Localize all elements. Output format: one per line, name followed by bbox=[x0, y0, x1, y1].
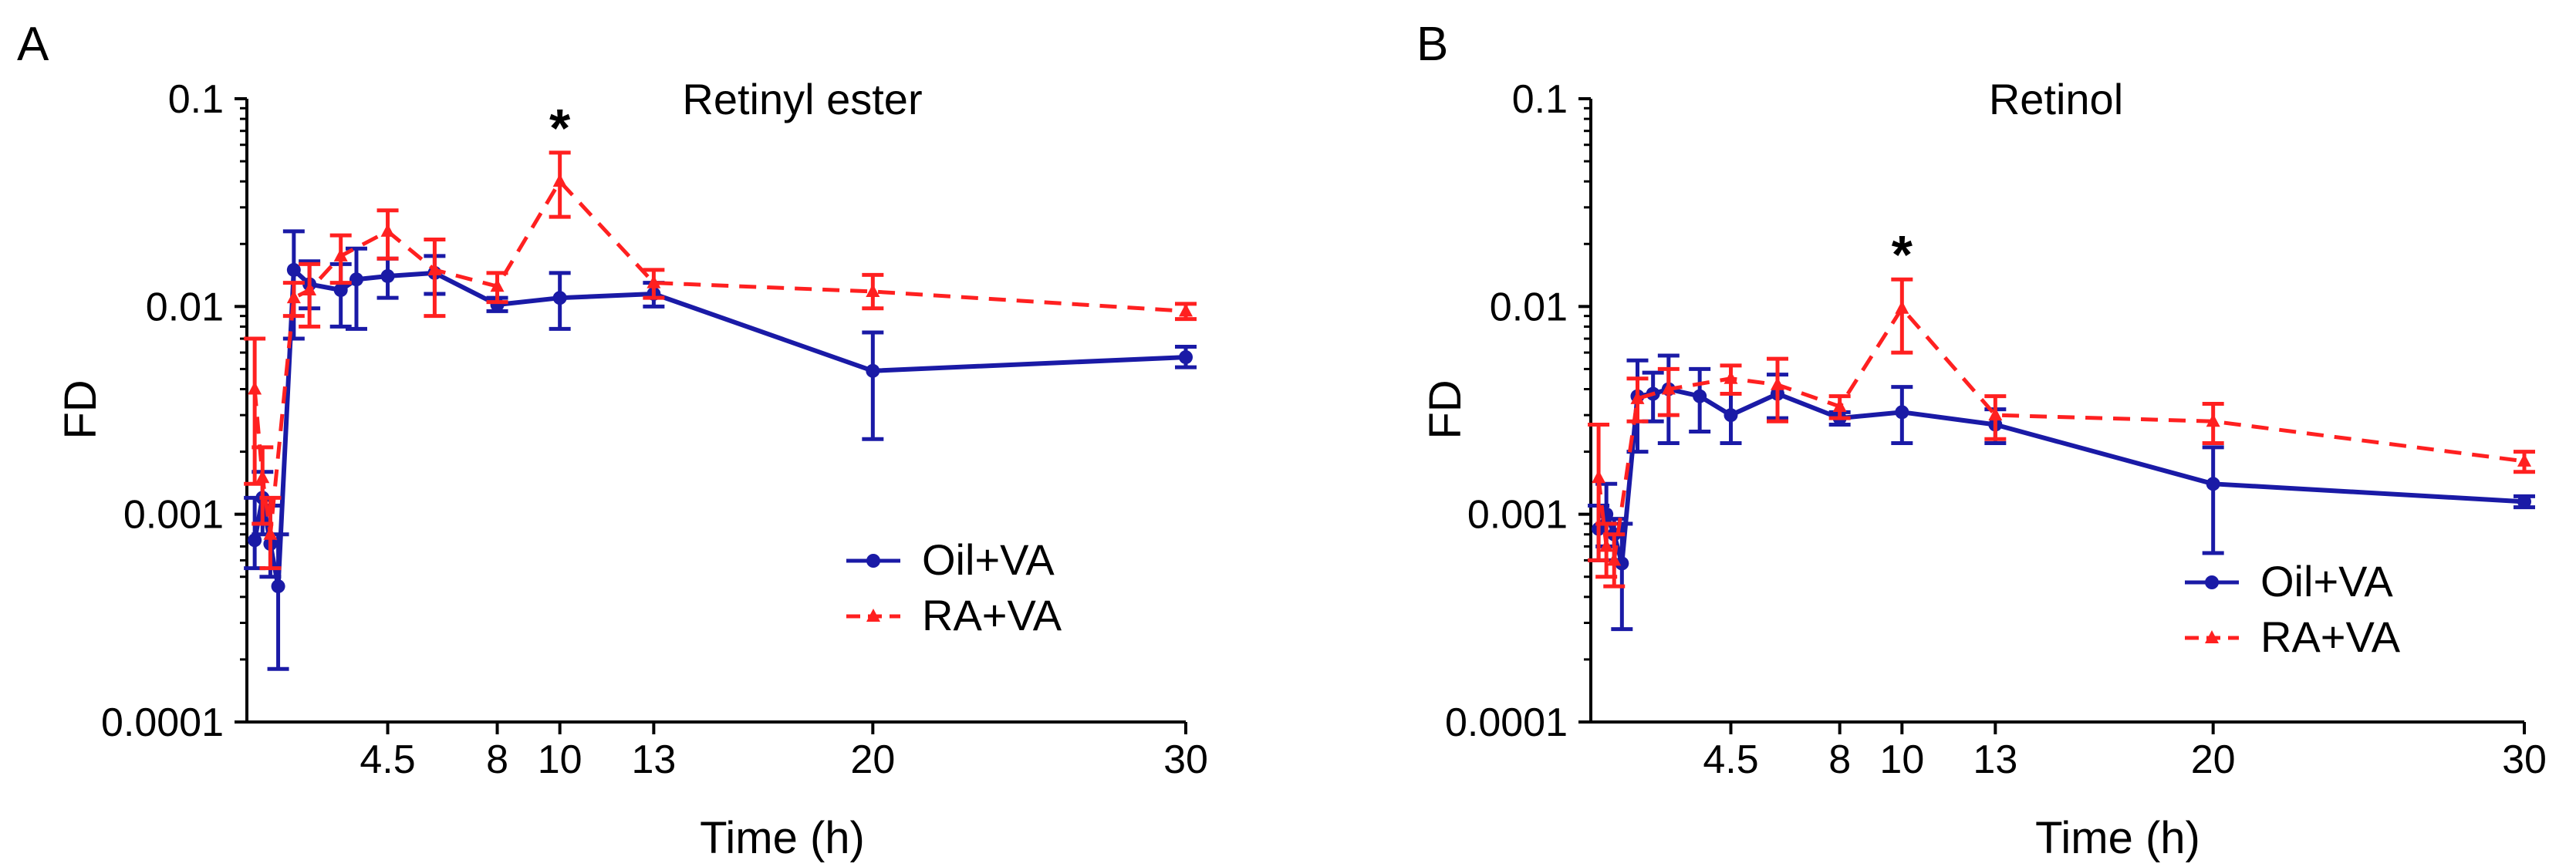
data-point-ra-va bbox=[647, 275, 661, 288]
y-tick-label-b: 0.0001 bbox=[1445, 700, 1568, 745]
y-tick-label-b: 0.001 bbox=[1467, 493, 1568, 538]
series-ra-va-a bbox=[244, 150, 1197, 571]
y-tick-label-a: 0.0001 bbox=[101, 700, 224, 745]
x-tick-label-a: 30 bbox=[1163, 737, 1208, 782]
data-point-ra-va bbox=[866, 283, 880, 297]
data-point-oil-va bbox=[380, 268, 395, 283]
plot-title-a: Retinyl ester bbox=[682, 75, 922, 123]
data-point-ra-va bbox=[302, 282, 317, 296]
x-tick-label-a: 8 bbox=[486, 737, 508, 782]
data-point-ra-va bbox=[552, 174, 567, 187]
data-point-ra-va bbox=[427, 261, 442, 275]
data-point-ra-va bbox=[1599, 538, 1614, 552]
data-point-ra-va bbox=[255, 470, 270, 484]
data-point-ra-va bbox=[286, 290, 301, 304]
legend-label-ra-va-b: RA+VA bbox=[2260, 612, 2401, 661]
panel-a: A Retinyl ester Time (h) FD 0.0001 0.001 0… bbox=[17, 18, 1208, 863]
x-tick-label-a: 10 bbox=[538, 737, 582, 782]
panel-b: B Retinol Time (h) FD 0.0001 0.001 0.01 0.1… bbox=[1416, 18, 2547, 863]
data-point-ra-va bbox=[2206, 413, 2220, 427]
data-point-oil-va bbox=[552, 291, 567, 305]
y-tick-label-b: 0.01 bbox=[1490, 285, 1568, 329]
x-axis-title-b: Time (h) bbox=[2035, 813, 2200, 863]
data-point-ra-va bbox=[248, 381, 262, 395]
data-point-oil-va bbox=[349, 272, 363, 287]
data-point-ra-va bbox=[1630, 390, 1645, 404]
y-tick-label-a: 0.001 bbox=[123, 493, 224, 538]
series-oil-va-b bbox=[1588, 353, 2535, 632]
data-point-oil-va bbox=[1179, 350, 1193, 365]
data-point-ra-va bbox=[333, 248, 348, 261]
x-axis-title-a: Time (h) bbox=[700, 813, 865, 863]
data-point-oil-va bbox=[333, 283, 348, 298]
data-point-ra-va bbox=[2517, 453, 2531, 467]
x-tick-label-a: 4.5 bbox=[360, 737, 415, 782]
x-tick-label-b: 10 bbox=[1879, 737, 1924, 782]
data-point-ra-va bbox=[1832, 399, 1847, 413]
x-tick-label-b: 4.5 bbox=[1703, 737, 1758, 782]
data-point-oil-va bbox=[1615, 556, 1629, 571]
panel-letter-b: B bbox=[1416, 18, 1448, 71]
series-ra-va-b bbox=[1588, 277, 2535, 589]
legend-marker-oil-va-a bbox=[866, 554, 880, 568]
data-point-oil-va bbox=[866, 363, 880, 378]
x-tick-label-a: 13 bbox=[631, 737, 676, 782]
data-point-oil-va bbox=[1895, 405, 1909, 420]
data-point-ra-va bbox=[1607, 552, 1622, 566]
data-point-ra-va bbox=[263, 526, 278, 540]
data-point-oil-va bbox=[286, 262, 301, 277]
data-point-ra-va bbox=[1771, 376, 1784, 390]
legend-marker-ra-va-b bbox=[2205, 630, 2219, 643]
data-point-ra-va bbox=[490, 278, 505, 292]
significance-star-b: * bbox=[1892, 224, 1913, 285]
data-point-ra-va bbox=[1179, 303, 1193, 317]
x-tick-label-b: 8 bbox=[1828, 737, 1851, 782]
y-axis-title-a: FD bbox=[56, 380, 106, 439]
x-tick-label-b: 13 bbox=[1973, 737, 2017, 782]
x-tick-label-a: 20 bbox=[850, 737, 895, 782]
data-point-oil-va bbox=[1724, 408, 1738, 423]
data-point-oil-va bbox=[1693, 389, 1707, 403]
legend-label-oil-va-a: Oil+VA bbox=[922, 535, 1055, 584]
panel-letter-a: A bbox=[17, 18, 49, 71]
data-point-ra-va bbox=[1895, 300, 1909, 314]
x-tick-label-b: 30 bbox=[2502, 737, 2547, 782]
series-line-ra-va bbox=[252, 179, 1187, 537]
legend-marker-oil-va-b bbox=[2205, 575, 2219, 589]
data-point-ra-va bbox=[1724, 370, 1738, 384]
y-tick-label-a: 0.01 bbox=[146, 285, 224, 329]
plot-title-b: Retinol bbox=[1989, 75, 2123, 123]
y-tick-label-b: 0.1 bbox=[1512, 77, 1568, 122]
data-point-oil-va bbox=[248, 533, 262, 548]
data-point-oil-va bbox=[2206, 477, 2220, 491]
data-point-oil-va bbox=[2517, 494, 2531, 509]
legend-label-oil-va-b: Oil+VA bbox=[2260, 557, 2393, 606]
data-point-ra-va bbox=[1592, 470, 1606, 484]
legend-label-ra-va-a: RA+VA bbox=[922, 591, 1062, 639]
significance-star-a: * bbox=[549, 98, 571, 158]
y-tick-label-a: 0.1 bbox=[168, 77, 224, 122]
data-point-ra-va bbox=[1988, 407, 2003, 421]
y-axis-title-b: FD bbox=[1420, 380, 1470, 439]
legend-marker-ra-va-a bbox=[866, 609, 880, 622]
data-point-ra-va bbox=[1661, 381, 1676, 395]
series-line-ra-va bbox=[1596, 306, 2525, 562]
x-tick-label-b: 20 bbox=[2191, 737, 2236, 782]
data-point-ra-va bbox=[380, 223, 395, 237]
data-point-oil-va bbox=[271, 579, 285, 594]
